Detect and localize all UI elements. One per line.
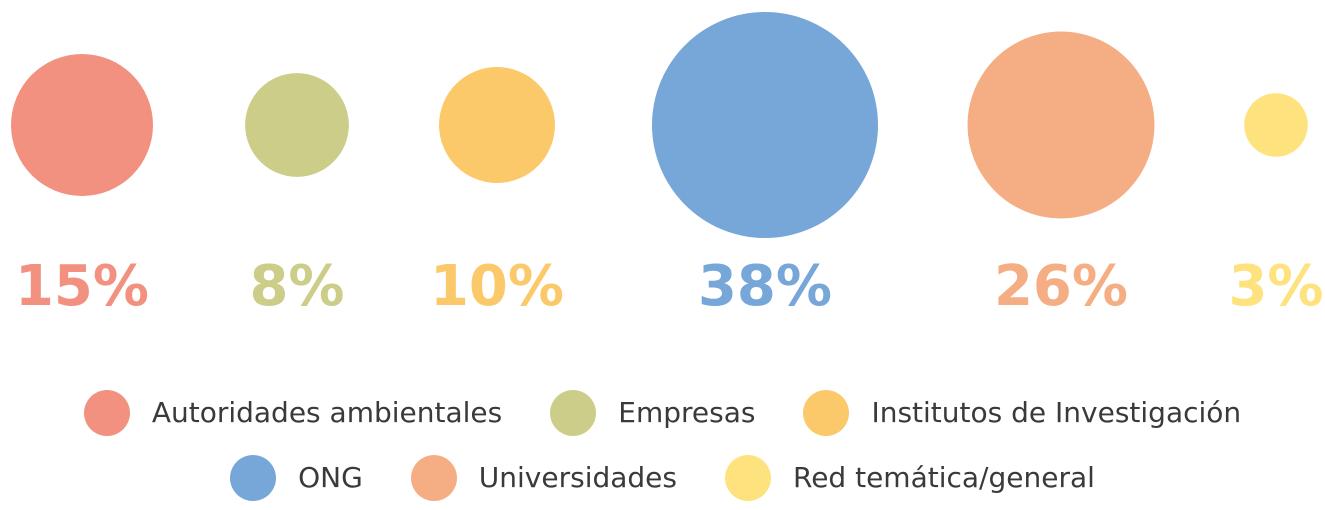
legend: Autoridades ambientales Empresas Instituto…: [0, 380, 1325, 510]
bubble: [1244, 93, 1308, 157]
value-label: 10%: [430, 254, 564, 319]
value-label: 3%: [1228, 254, 1323, 319]
value-label: 26%: [994, 254, 1128, 319]
legend-swatch: [725, 454, 771, 501]
value-label: 8%: [249, 254, 344, 319]
legend-swatch: [83, 389, 130, 436]
value-label: 15%: [15, 254, 149, 319]
legend-label: ONG: [298, 461, 363, 494]
chart: 15% 8% 10% 38% 26% 3%: [11, 12, 1324, 319]
legend-row: Autoridades ambientales Empresas Instituto…: [0, 380, 1325, 445]
bubble: [652, 12, 878, 238]
legend-item: Empresas: [550, 389, 756, 436]
legend-swatch: [230, 454, 277, 501]
bubble: [967, 31, 1155, 219]
legend-item: ONG: [230, 454, 363, 501]
legend-label: Autoridades ambientales: [151, 396, 503, 429]
legend-label: Institutos de Investigación: [871, 396, 1242, 429]
legend-label: Red temática/general: [793, 461, 1095, 494]
bubble: [245, 73, 349, 177]
legend-label: Empresas: [618, 396, 756, 429]
legend-row: ONG Universidades Red temática/general: [0, 445, 1325, 510]
legend-label: Universidades: [478, 461, 677, 494]
legend-item: Universidades: [410, 454, 677, 501]
legend-swatch: [550, 389, 597, 436]
bubble: [11, 54, 153, 196]
page: 15% 8% 10% 38% 26% 3% Autoridades ambientales…: [11, 12, 1324, 501]
legend-item: Institutos de Investigación: [803, 389, 1242, 436]
legend-item: Red temática/general: [725, 454, 1095, 501]
legend-swatch: [410, 454, 457, 501]
value-label: 38%: [698, 254, 832, 319]
legend-swatch: [803, 389, 850, 436]
bubble: [439, 67, 555, 183]
legend-item: Autoridades ambientales: [83, 389, 503, 436]
